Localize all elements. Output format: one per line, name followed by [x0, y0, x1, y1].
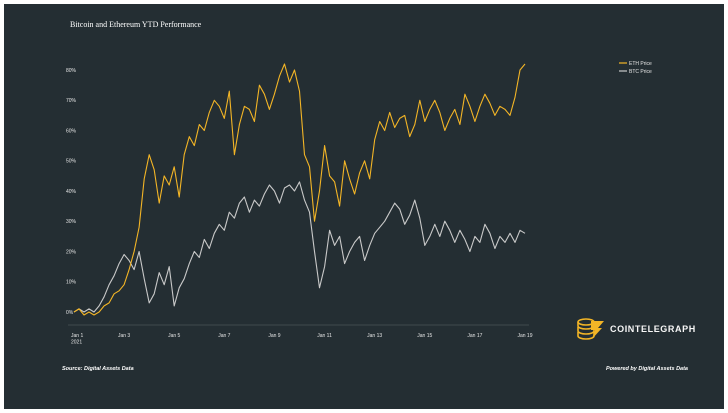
source-note: Source: Digital Assets Data	[62, 366, 134, 372]
tick-layer: 0% 10% 20% 30% 40% 50% 60% 70% 80% Jan 1 2021 Jan 3…	[66, 68, 533, 346]
y-tick-label: 30%	[66, 219, 77, 225]
series-line-btc-price	[73, 181, 526, 313]
x-tick-label: Jan 3	[118, 333, 130, 339]
legend-label: ETH Price	[629, 61, 652, 67]
y-tick-label: 40%	[66, 189, 77, 195]
y-tick-label: 0%	[66, 310, 74, 316]
y-tick-label: 20%	[66, 249, 77, 255]
x-tick-label: Jan 17	[467, 333, 482, 339]
y-tick-label: 80%	[66, 68, 77, 74]
x-tick-label: Jan 19	[517, 333, 532, 339]
powered-by-note: Powered by Digital Assets Data	[605, 366, 688, 372]
chart-frame	[4, 4, 724, 409]
cointelegraph-logo-icon	[577, 318, 604, 340]
y-tick-label: 50%	[66, 159, 77, 165]
x-tick-label: Jan 1 2021	[71, 333, 83, 346]
series-layer	[73, 63, 526, 316]
x-tick-label: Jan 13	[367, 333, 382, 339]
chart-title: Bitcoin and Ethereum YTD Performance	[70, 20, 202, 29]
y-tick-label: 10%	[66, 280, 77, 286]
series-line-eth-price	[73, 63, 526, 316]
x-tick-label: Jan 9	[268, 333, 280, 339]
x-tick-label: Jan 11	[317, 333, 332, 339]
legend-label: BTC Price	[629, 69, 652, 75]
y-tick-label: 60%	[66, 128, 77, 134]
legend: ETH Price BTC Price	[619, 61, 652, 75]
x-tick-label: Jan 15	[417, 333, 432, 339]
brand-name: COINTELEGRAPH	[610, 324, 696, 334]
x-tick-label: Jan 7	[218, 333, 230, 339]
brand-logo: COINTELEGRAPH	[576, 317, 696, 341]
y-tick-label: 70%	[66, 98, 77, 104]
x-tick-label: Jan 5	[168, 333, 180, 339]
